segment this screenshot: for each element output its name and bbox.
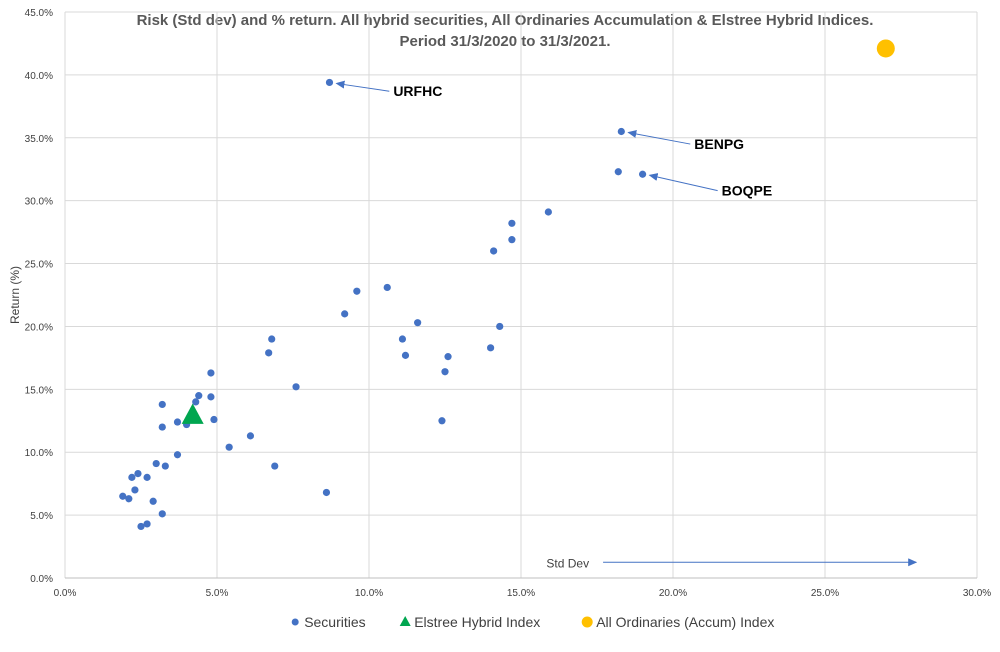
std-dev-label: Std Dev <box>546 556 589 570</box>
security-point <box>508 236 516 244</box>
security-point <box>225 443 233 451</box>
security-point <box>158 400 166 409</box>
security-point <box>158 510 166 518</box>
security-point <box>143 473 151 481</box>
elstree-index-point <box>181 403 204 424</box>
x-tick-label: 0.0% <box>54 588 77 599</box>
legend-label: Elstree Hybrid Index <box>414 614 540 630</box>
security-point <box>128 473 136 481</box>
security-point <box>383 283 391 292</box>
security-point <box>207 393 215 401</box>
x-tick-label: 30.0% <box>963 588 991 599</box>
security-point <box>265 349 273 357</box>
y-axis-label-group: Return (%) <box>8 266 22 324</box>
security-point <box>143 520 151 528</box>
security-point <box>544 208 552 216</box>
y-tick-label: 5.0% <box>30 511 53 522</box>
security-point <box>125 495 133 503</box>
y-tick-label: 20.0% <box>25 322 53 333</box>
x-tick-label: 15.0% <box>507 588 535 599</box>
security-point <box>353 287 361 295</box>
security-point <box>192 398 200 406</box>
security-point <box>207 369 215 377</box>
security-point <box>414 319 422 327</box>
annotation-label: BOQPE <box>722 183 773 199</box>
security-point <box>152 459 160 468</box>
security-point <box>617 127 625 136</box>
annotation-arrow <box>335 80 390 92</box>
security-point <box>246 432 255 440</box>
legend-marker <box>399 616 411 626</box>
security-point <box>292 383 300 391</box>
y-tick-label: 25.0% <box>25 260 53 271</box>
y-tick-label: 10.0% <box>25 448 53 459</box>
security-point <box>398 335 407 343</box>
legend-marker <box>291 618 299 626</box>
security-point <box>496 322 504 331</box>
y-tick-label: 35.0% <box>25 134 53 145</box>
annotation-arrow <box>627 130 691 145</box>
security-point <box>210 415 218 424</box>
security-point <box>119 492 127 500</box>
annotations: URFHC BENPG BOQPE Std Dev <box>335 80 918 570</box>
security-point <box>490 247 498 255</box>
security-point <box>195 392 203 400</box>
x-tick-label: 5.0% <box>206 588 229 599</box>
security-point <box>325 78 334 87</box>
security-point <box>341 310 349 318</box>
y-tick-label: 30.0% <box>25 197 53 208</box>
y-tick-label: 0.0% <box>30 574 53 585</box>
legend-label: Securities <box>304 614 365 630</box>
security-point <box>158 423 166 431</box>
security-point <box>149 497 157 505</box>
x-tick-label: 10.0% <box>355 588 383 599</box>
x-tick-label: 25.0% <box>811 588 839 599</box>
security-point <box>322 488 331 497</box>
y-axis-label: Return (%) <box>8 266 22 324</box>
security-point <box>438 417 446 425</box>
legend: Securities Elstree Hybrid Index All Ordina… <box>291 614 774 630</box>
annotation-label: URFHC <box>393 83 442 99</box>
security-point <box>268 335 276 343</box>
security-point <box>131 486 139 494</box>
security-point <box>441 368 449 376</box>
all-ords-index-point <box>876 39 895 58</box>
y-tick-label: 40.0% <box>25 71 53 82</box>
data-points <box>119 39 895 531</box>
chart-title-line1: Risk (Std dev) and % return. All hybrid … <box>136 12 874 29</box>
security-point <box>134 470 142 478</box>
chart-title: Risk (Std dev) and % return. All hybrid … <box>60 10 950 52</box>
security-point <box>508 219 516 227</box>
y-tick-label: 45.0% <box>25 8 53 19</box>
security-point <box>444 353 452 361</box>
chart-title-line2: Period 31/3/2020 to 31/3/2021. <box>399 33 611 50</box>
security-point <box>173 418 182 426</box>
security-point <box>487 344 495 352</box>
security-point <box>173 451 182 459</box>
legend-label: All Ordinaries (Accum) Index <box>596 614 774 630</box>
annotation-arrow <box>648 173 718 192</box>
annotation-label: BENPG <box>694 136 744 152</box>
gridlines <box>64 11 978 579</box>
security-point <box>639 170 647 178</box>
y-tick-label: 15.0% <box>25 385 53 396</box>
x-tick-label: 20.0% <box>659 588 687 599</box>
security-point <box>401 351 410 359</box>
legend-marker <box>581 616 593 628</box>
security-point <box>137 522 145 531</box>
tick-labels: 0.0% 5.0% 10.0% 15.0% 20.0% 25.0% 30.0% 0.0% 5.0… <box>25 8 992 599</box>
security-point <box>271 462 279 470</box>
security-point <box>161 462 169 470</box>
security-point <box>614 168 622 176</box>
